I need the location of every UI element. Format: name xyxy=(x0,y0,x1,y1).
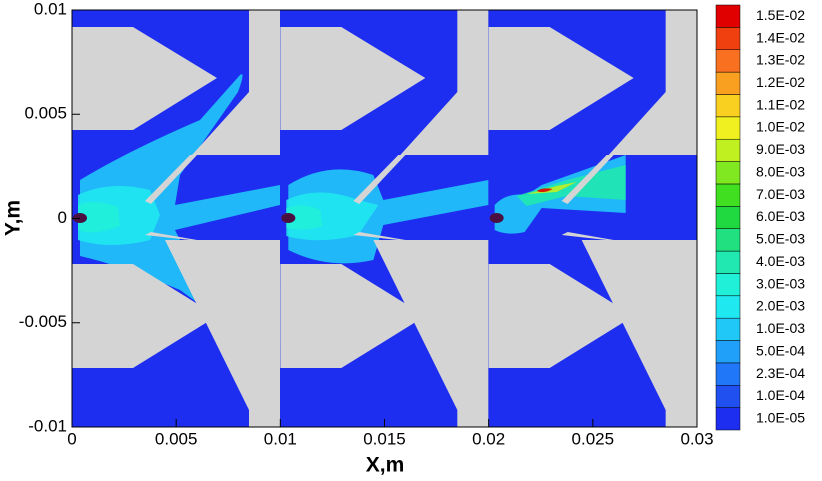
colorbar-label: 1.3E-02 xyxy=(756,52,805,68)
colorbar-swatch xyxy=(715,317,741,341)
colorbar-label: 2.0E-03 xyxy=(756,298,805,314)
colorbar-label: 5.0E-04 xyxy=(756,342,805,358)
nozzle-tip xyxy=(281,213,296,223)
y-tick-label: 0.005 xyxy=(24,104,67,123)
y-tick-label: -0.01 xyxy=(28,416,67,435)
colorbar-swatch xyxy=(715,49,741,73)
colorbar-label: 1.0E-04 xyxy=(756,387,805,403)
colorbar-swatch xyxy=(715,385,741,408)
x-tick-label: 0.02 xyxy=(472,429,505,448)
colorbar-swatch xyxy=(715,27,741,50)
contour-band xyxy=(286,205,323,230)
colorbar-swatch xyxy=(715,71,741,95)
contour-band xyxy=(536,188,553,193)
solid-wall xyxy=(280,264,426,368)
colorbar-swatch xyxy=(715,138,741,162)
nozzle-tip xyxy=(489,213,504,223)
colorbar-label: 1.0E-03 xyxy=(756,320,805,336)
solid-wall xyxy=(561,232,614,240)
x-tick-label: 0.025 xyxy=(572,429,615,448)
colorbar-label: 1.4E-02 xyxy=(756,29,805,45)
colorbar-swatch xyxy=(715,94,741,118)
solid-wall xyxy=(165,240,280,427)
colorbar: 1.0E-05 1.0E-04 2.3E-04 5.0E-04 1.0E-03 2.0E-… xyxy=(715,4,805,431)
solid-wall xyxy=(72,27,217,130)
panel xyxy=(72,10,280,427)
colorbar-swatch xyxy=(715,161,741,185)
solid-wall xyxy=(72,264,217,368)
colorbar-swatch xyxy=(715,183,741,207)
colorbar-label: 9.0E-03 xyxy=(756,141,805,157)
solid-wall xyxy=(488,264,634,368)
solid-wall xyxy=(145,155,197,204)
solid-wall xyxy=(608,10,697,155)
colorbar-swatch xyxy=(715,250,741,274)
colorbar-label: 1.1E-02 xyxy=(756,96,805,112)
colorbar-swatch xyxy=(715,295,741,319)
x-tick-label: 0.01 xyxy=(264,429,297,448)
y-tick-label: 0 xyxy=(58,208,67,227)
colorbar-label: 5.0E-03 xyxy=(756,231,805,247)
panel xyxy=(280,10,489,427)
y-tick-label: -0.005 xyxy=(19,312,67,331)
contour-band xyxy=(288,169,489,264)
colorbar-swatch xyxy=(715,362,741,386)
solid-wall xyxy=(373,240,489,427)
colorbar-swatch xyxy=(715,407,741,431)
colorbar-label: 4.0E-03 xyxy=(756,253,805,269)
x-tick-label: 0.015 xyxy=(363,429,406,448)
panel xyxy=(488,10,697,427)
colorbar-swatch xyxy=(715,273,741,297)
x-tick-label: 0 xyxy=(67,429,76,448)
colorbar-label: 1.0E-02 xyxy=(756,119,805,135)
x-tick-label: 0.005 xyxy=(155,429,198,448)
colorbar-swatch xyxy=(715,340,741,364)
colorbar-swatch xyxy=(715,4,741,28)
colorbar-label: 7.0E-03 xyxy=(756,186,805,202)
x-tick-label: 0.03 xyxy=(680,429,713,448)
solid-wall xyxy=(581,240,697,427)
solid-wall xyxy=(353,232,406,240)
y-axis-title: Y,m xyxy=(2,200,25,236)
solid-wall xyxy=(400,10,489,155)
colorbar-label: 1.2E-02 xyxy=(756,74,805,90)
solid-wall xyxy=(353,155,406,204)
colorbar-swatch xyxy=(715,206,741,229)
contour-band xyxy=(78,201,120,233)
solid-wall xyxy=(145,232,197,240)
solid-wall xyxy=(561,155,614,204)
colorbar-label: 1.0E-05 xyxy=(756,410,805,426)
colorbar-swatch xyxy=(715,228,741,252)
solid-wall xyxy=(488,27,634,130)
colorbar-label: 1.5E-02 xyxy=(756,7,805,23)
colorbar-label: 6.0E-03 xyxy=(756,208,805,224)
colorbar-swatch xyxy=(715,116,741,140)
colorbar-label: 2.3E-04 xyxy=(756,365,805,381)
solid-wall xyxy=(192,10,280,155)
solid-wall xyxy=(280,27,426,130)
colorbar-label: 3.0E-03 xyxy=(756,275,805,291)
colorbar-label: 8.0E-03 xyxy=(756,163,805,179)
x-axis-title: X,m xyxy=(366,454,405,477)
y-tick-label: 0.01 xyxy=(34,0,67,18)
contour-band xyxy=(516,165,626,206)
